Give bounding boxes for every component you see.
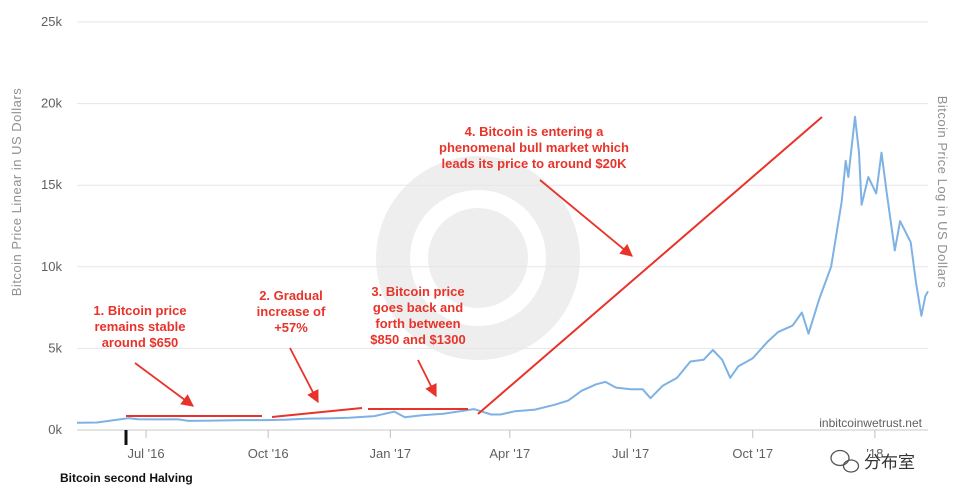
arrow-4 (539, 179, 633, 257)
y-axis-ticks: 0k 5k 10k 15k 20k 25k (41, 14, 62, 437)
x-axis-ticks: Jul '16 Oct '16 Jan '17 Apr '17 Jul '17 Oct '… (127, 430, 883, 461)
y-axis-title-right: Bitcoin Price Log in US Dollars (935, 96, 950, 289)
gridlines (77, 21, 928, 431)
watermark-text: 分布室 (864, 453, 915, 472)
annotation-3: 3. Bitcoin price goes back and forth betwe… (370, 284, 465, 347)
y-tick-label: 20k (41, 96, 62, 111)
annotation-2: 2. Gradual increase of +57% (257, 288, 326, 335)
series-line (76, 115, 929, 424)
x-tick-label: Jan '17 (370, 446, 412, 461)
arrow-3 (417, 359, 437, 398)
y-tick-label: 0k (48, 422, 62, 437)
x-tick-label: Jul '16 (127, 446, 164, 461)
background-logo-watermark (376, 156, 580, 360)
wechat-icon (830, 449, 860, 473)
trend-line-bull (477, 116, 823, 415)
arrow-1 (134, 362, 195, 407)
x-tick-label: '18 (866, 446, 883, 461)
annotation-4: 4. Bitcoin is entering a phenomenal bull … (439, 124, 629, 171)
y-tick-label: 10k (41, 259, 62, 274)
x-tick-label: Apr '17 (489, 446, 530, 461)
trend-line-gradual (271, 407, 363, 418)
x-tick-label: Oct '17 (732, 446, 773, 461)
halving-label: Bitcoin second Halving (60, 471, 193, 485)
x-tick-label: Jul '17 (612, 446, 649, 461)
y-axis-title-left: Bitcoin Price Linear in US Dollars (9, 88, 24, 296)
y-tick-label: 15k (41, 177, 62, 192)
arrow-2 (289, 347, 319, 404)
annotation-1: 1. Bitcoin price remains stable around $65… (93, 303, 186, 350)
price-series (76, 115, 929, 424)
trend-lines (126, 116, 823, 418)
corner-watermark: 分布室 (830, 449, 915, 473)
annotations: 1. Bitcoin price remains stable around $65… (93, 124, 629, 350)
annotation-arrows (134, 179, 633, 407)
source-credit: inbitcoinwetrust.net (819, 416, 922, 430)
y-tick-label: 5k (48, 340, 62, 355)
x-tick-label: Oct '16 (248, 446, 289, 461)
y-tick-label: 25k (41, 14, 62, 29)
